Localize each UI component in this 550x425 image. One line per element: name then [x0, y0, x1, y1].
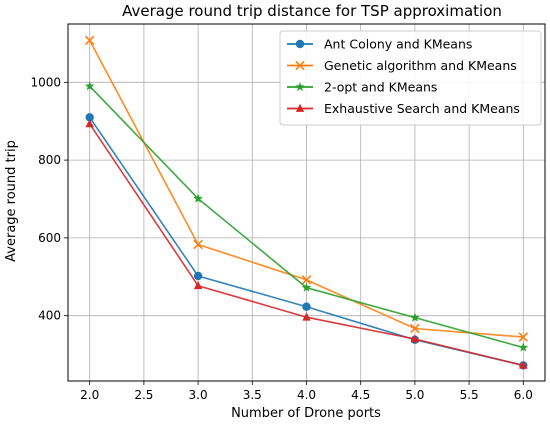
chart-title: Average round trip distance for TSP appr…: [122, 2, 502, 20]
data-point: [193, 281, 203, 290]
data-point: [193, 239, 203, 250]
x-marker-stroke: [193, 239, 203, 250]
x-tick-label: 3.5: [243, 388, 262, 402]
legend-box: [279, 30, 542, 126]
data-point: [193, 193, 203, 203]
legend-label: Genetic algorithm and KMeans: [324, 58, 517, 73]
series-lines: [84, 35, 529, 370]
data-point: [85, 119, 94, 128]
x-axis-label: Number of Drone ports: [231, 406, 381, 421]
x-marker-stroke: [410, 323, 420, 334]
x-marker-stroke: [518, 332, 529, 342]
legend: Ant Colony and KMeans Genetic algorithm a…: [279, 30, 542, 126]
data-point: [410, 334, 420, 343]
x-tick-label: 3.0: [189, 388, 208, 402]
legend-entry: Genetic algorithm and KMeans: [287, 58, 517, 73]
legend-marker: [295, 39, 305, 49]
data-point: [302, 302, 311, 311]
x-tick-label: 4.0: [297, 388, 316, 402]
legend-marker: [295, 82, 305, 92]
y-tick-label: 1000: [30, 75, 61, 89]
y-tick-label: 800: [38, 153, 61, 167]
data-point: [193, 271, 203, 281]
data-point: [410, 312, 420, 322]
legend-label: Ant Colony and KMeans: [324, 37, 472, 52]
x-marker-stroke: [301, 275, 312, 285]
legend-entry: Exhaustive Search and KMeans: [287, 101, 520, 116]
x-tick-label: 6.0: [514, 388, 533, 402]
series-2: [84, 35, 529, 342]
data-point: [302, 312, 311, 321]
data-point: [410, 323, 420, 334]
data-point: [301, 275, 312, 285]
legend-marker: [295, 103, 305, 112]
x-tick-label: 2.0: [80, 388, 99, 402]
x-marker-stroke: [295, 60, 305, 71]
legend-marker: [295, 60, 305, 71]
x-tick-label: 5.5: [460, 388, 479, 402]
y-tick-label: 400: [38, 309, 61, 323]
legend-label: 2-opt and KMeans: [324, 80, 437, 95]
x-tick-label: 2.5: [134, 388, 153, 402]
data-point: [518, 342, 529, 352]
legend-label: Exhaustive Search and KMeans: [324, 101, 520, 116]
series-4: [85, 119, 528, 369]
data-point: [301, 282, 312, 292]
data-point: [519, 360, 528, 369]
data-point: [518, 332, 529, 342]
data-point: [84, 81, 95, 91]
axis-ticks: 2.0 2.5 3.0 3.5 4.0 4.5 5.0 5.5 6.0 400 600 800 1000: [30, 75, 532, 402]
legend-entry: Ant Colony and KMeans: [287, 37, 472, 52]
data-point: [84, 35, 95, 46]
x-marker-stroke: [84, 35, 95, 46]
series-3: [84, 81, 529, 352]
data-point: [85, 113, 94, 122]
y-axis-label: Average round trip: [4, 140, 19, 262]
legend-entry: 2-opt and KMeans: [287, 80, 437, 95]
y-tick-label: 600: [38, 231, 61, 245]
x-tick-label: 4.5: [351, 388, 370, 402]
x-tick-label: 5.0: [405, 388, 424, 402]
